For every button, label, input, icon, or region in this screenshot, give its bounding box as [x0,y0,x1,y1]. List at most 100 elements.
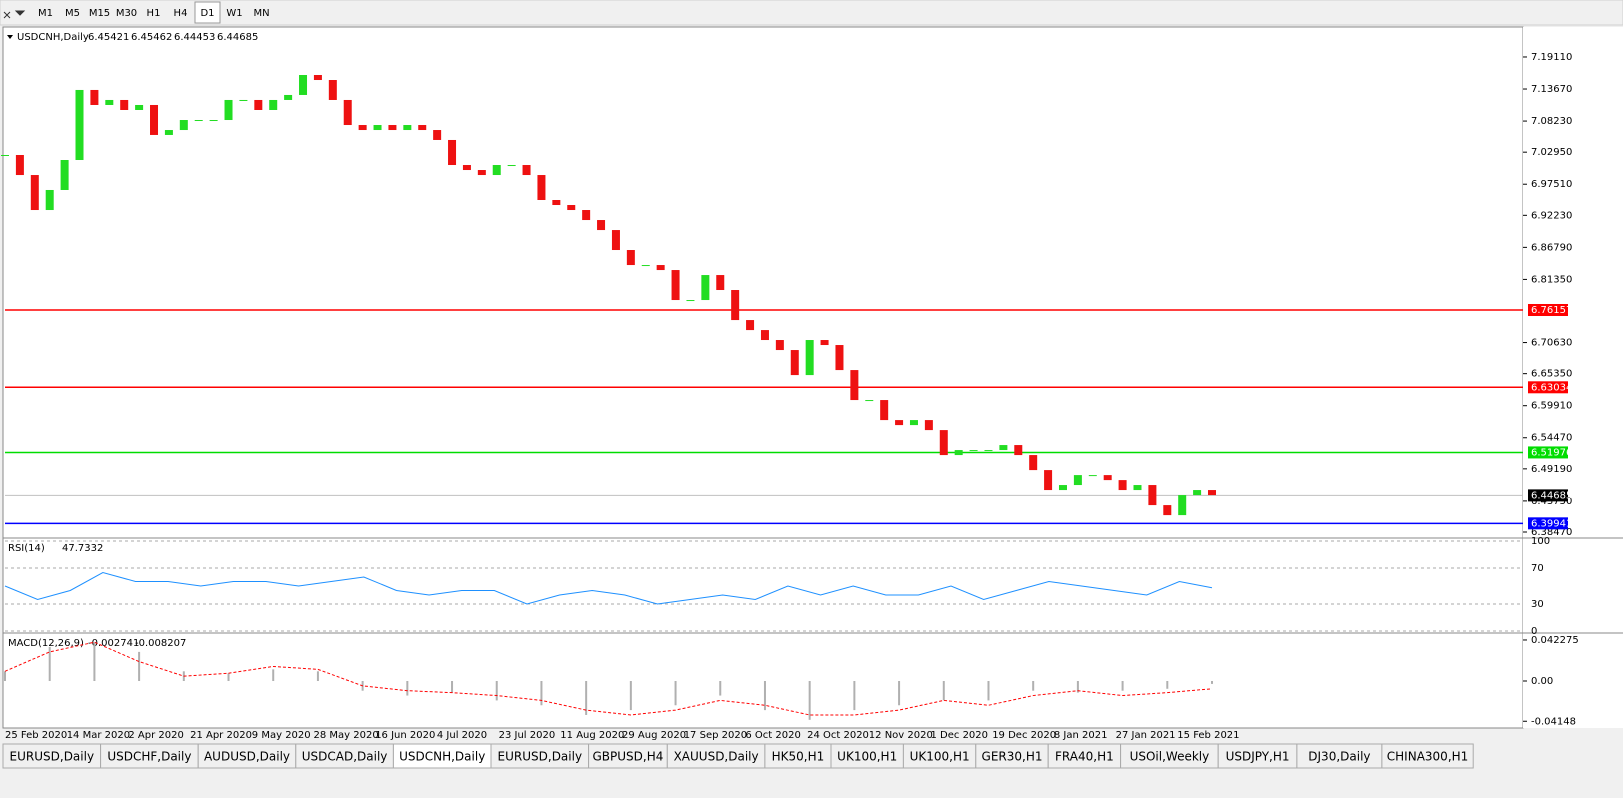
date-label: 12 Nov 2020 [869,730,933,741]
candle [30,175,39,211]
candle [1163,505,1172,516]
symbol-tab[interactable] [197,743,297,769]
macd-signal [4,641,1213,716]
timeframe-button[interactable]: M15 [89,8,110,19]
symbol-tab[interactable] [2,743,102,769]
symbol-tab-label[interactable]: USDCNH,Daily [399,750,485,764]
symbol-tab-label[interactable]: UK100,H1 [910,750,970,764]
candle [239,99,248,101]
timeframe-active [194,1,221,24]
symbol-tab[interactable] [830,743,904,769]
header-arrow [7,35,13,39]
symbol-tab-label[interactable]: CHINA300,H1 [1387,750,1469,764]
symbol-tab-label[interactable]: FRA40,H1 [1055,750,1114,764]
chart-area [2,26,1524,729]
timeframe-button[interactable]: H4 [174,8,188,19]
symbol-tab-label[interactable]: EURUSD,Daily [10,750,95,764]
symbol-tab[interactable] [975,743,1049,769]
candle [150,104,159,135]
candle [954,450,963,456]
timeframe-button[interactable]: MN [253,8,269,19]
symbol-tab[interactable] [666,743,766,769]
candle [537,175,546,201]
macd-bar [808,681,811,720]
candle [1118,480,1127,491]
timeframe-button[interactable]: M5 [65,8,80,19]
candle [1133,485,1142,491]
candle [999,445,1008,451]
candle [105,99,114,105]
macd-bar [763,681,766,711]
level-tag [1528,303,1568,316]
rsi-tick-label: 30 [1531,599,1544,610]
symbol-tab-label[interactable]: EURUSD,Daily [498,750,583,764]
level-label: 6.51976 [1531,447,1572,458]
macd-bar [138,651,141,681]
macd-bar [93,642,96,681]
candle [209,120,218,122]
candle [760,330,769,341]
symbol-tab-label[interactable]: USDJPY,H1 [1226,750,1290,764]
level-tag [1528,446,1568,459]
candle [448,139,457,166]
symbol-tab-label[interactable]: HK50,H1 [772,750,825,764]
date-label: 8 Jan 2021 [1054,730,1108,741]
symbol-tab[interactable] [1217,743,1298,769]
symbol-tab[interactable] [295,743,394,769]
price-tick-label: 7.19110 [1531,52,1572,63]
symbol-tab[interactable] [1120,743,1219,769]
symbol-tab[interactable] [1381,743,1474,769]
symbol-tab-label[interactable]: UK100,H1 [837,750,897,764]
timeframe-button[interactable]: M1 [38,8,53,19]
current-price-tag [1528,489,1568,502]
candle [1103,475,1112,481]
candle [895,420,904,426]
timeframe-button[interactable]: D1 [200,8,214,19]
symbol-tab-label[interactable]: AUDUSD,Daily [204,750,290,764]
candle [805,340,814,376]
symbol-label: USDCNH,Daily [17,32,89,43]
candle [731,290,740,321]
candle [969,450,978,452]
symbol-tab-label[interactable]: XAUUSD,Daily [674,750,759,764]
candle [328,80,337,100]
timeframe-button[interactable]: M30 [116,8,137,19]
symbol-tab[interactable] [588,743,668,769]
symbol-tab[interactable] [902,743,977,769]
symbol-tab-label[interactable]: GBPUSD,H4 [593,750,664,764]
symbol-tab[interactable] [1047,743,1122,769]
symbol-tab[interactable] [764,743,832,769]
symbol-tab-label[interactable]: USDCHF,Daily [107,750,191,764]
price-tick-label: 6.59910 [1531,401,1572,412]
price-tick-label: 6.54470 [1531,433,1572,444]
candle [835,345,844,371]
symbol-tab[interactable] [1296,743,1383,769]
symbol-tab-label[interactable]: GER30,H1 [982,750,1043,764]
candle [164,130,173,135]
macd-tick-label: -0.04148 [1531,716,1576,727]
symbol-tab[interactable] [490,743,590,769]
timeframe-button[interactable]: W1 [226,8,242,19]
symbol-tab-label[interactable]: DJ30,Daily [1308,750,1370,764]
date-label: 6 Oct 2020 [745,730,800,741]
candle [552,200,561,206]
macd-bar [719,681,722,696]
toolbar-icon[interactable] [3,10,26,19]
symbol-tab-label[interactable]: USOil,Weekly [1130,750,1210,764]
candle [716,275,725,291]
symbol-tab-label[interactable]: USDCAD,Daily [302,750,388,764]
candle [194,120,203,122]
candle [909,420,918,426]
macd-tick-label: 0.042275 [1531,635,1579,646]
date-label: 28 May 2020 [314,730,379,741]
symbol-tab[interactable] [392,743,492,769]
candle [284,94,293,100]
price-tick-label: 7.02950 [1531,147,1572,158]
symbol-tab[interactable] [100,743,199,769]
candle [1,154,9,156]
candle [507,165,516,167]
candle [269,99,278,110]
price-tick-label: 6.65350 [1531,369,1572,380]
timeframe-button[interactable]: H1 [147,8,161,19]
ohlc-value: 6.44453 [174,32,215,43]
